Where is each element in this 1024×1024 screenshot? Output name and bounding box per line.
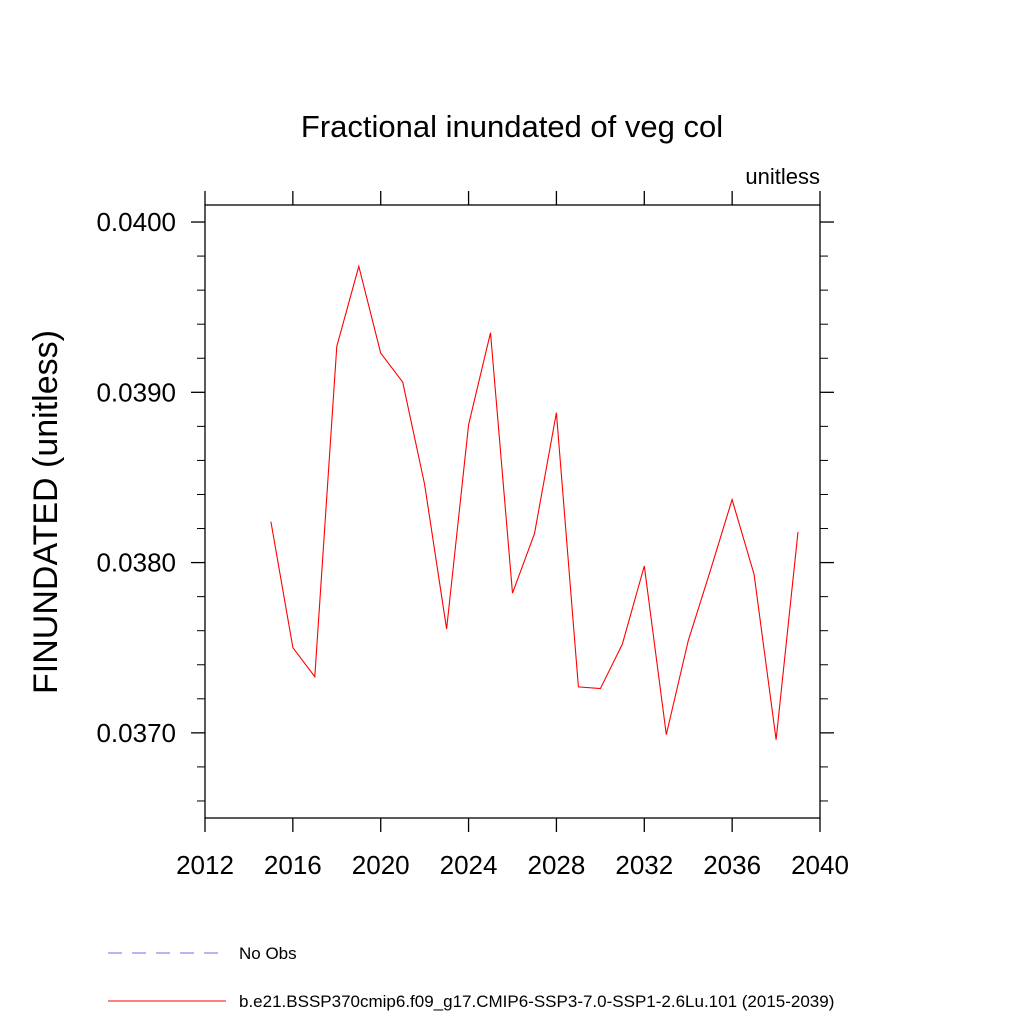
axis-ticks: 2012 2016 2020 2024 2028 2032 2036 2040 0.0370 0.… (96, 191, 849, 880)
x-tick-label: 2016 (264, 850, 322, 880)
legend: No Obs b.e21.BSSP370cmip6.f09_g17.CMIP6-S… (108, 944, 834, 1011)
legend-label: b.e21.BSSP370cmip6.f09_g17.CMIP6-SSP3-7.… (239, 992, 834, 1011)
chart-title: Fractional inundated of veg col (301, 109, 723, 144)
x-tick-label: 2040 (791, 850, 849, 880)
y-tick-label: 0.0400 (96, 207, 176, 237)
plot-area (204, 204, 821, 819)
x-tick-label: 2036 (703, 850, 761, 880)
series-line (270, 264, 799, 740)
y-tick-label: 0.0390 (96, 377, 176, 407)
x-tick-label: 2028 (528, 850, 586, 880)
series-lines (270, 264, 799, 740)
y-tick-label: 0.0370 (96, 718, 176, 748)
y-axis-label: FINUNDATED (unitless) (27, 330, 65, 694)
y-tick-label: 0.0380 (96, 548, 176, 578)
x-tick-label: 2020 (352, 850, 410, 880)
x-tick-label: 2024 (440, 850, 498, 880)
x-tick-label: 2012 (176, 850, 234, 880)
units-label: unitless (745, 164, 820, 189)
legend-label: No Obs (239, 944, 297, 963)
x-tick-label: 2032 (615, 850, 673, 880)
